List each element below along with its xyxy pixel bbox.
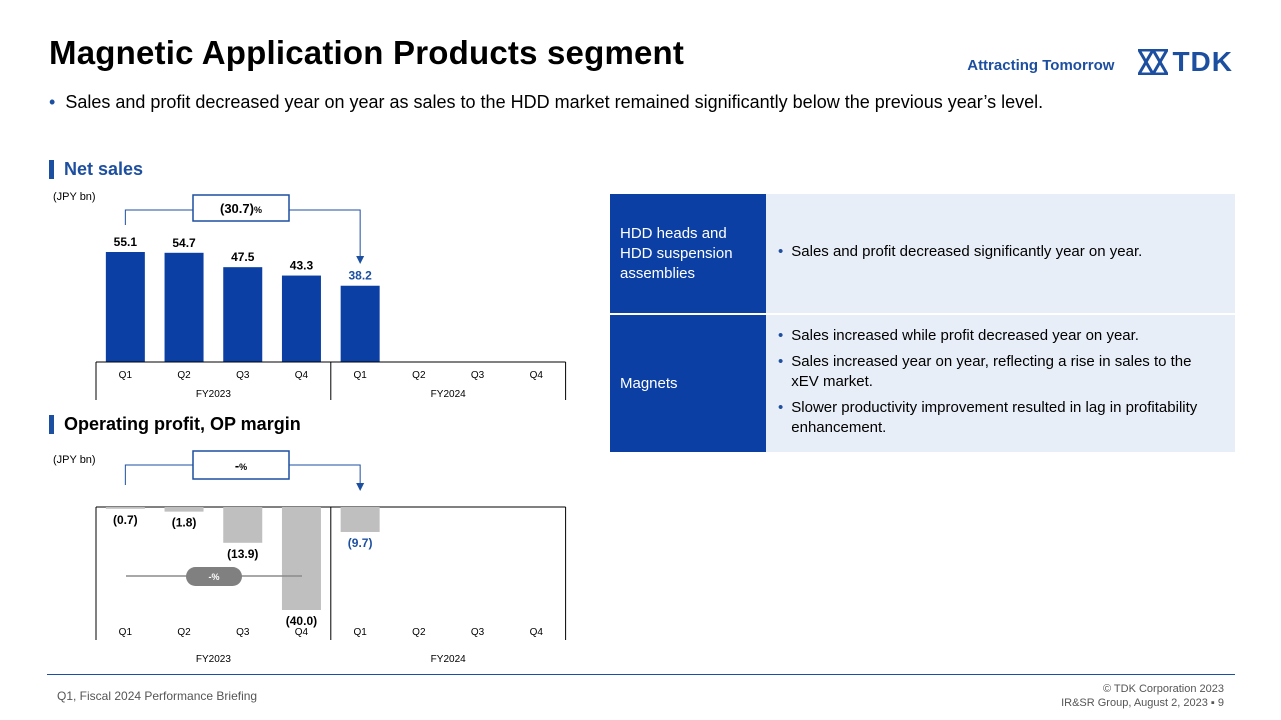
op-tick-label: Q1	[119, 627, 133, 638]
op-yoy-label: -%	[235, 458, 247, 473]
brand-block: Attracting Tomorrow TDK	[967, 46, 1233, 78]
sales-tick-label: Q1	[353, 370, 367, 381]
segment-desc: • Sales and profit decreased significant…	[766, 194, 1235, 315]
sales-bar	[340, 285, 380, 362]
desc-text: Sales and profit decreased significantly…	[791, 243, 1143, 260]
op-tick-label: Q2	[177, 627, 191, 638]
page-number: 9	[1217, 697, 1224, 709]
net-sales-label: Net sales	[64, 159, 144, 179]
logo-text: TDK	[1172, 46, 1233, 77]
net-sales-heading: Net sales	[49, 159, 143, 180]
footer-sep: ▪	[1210, 697, 1218, 709]
net-sales-unit: (JPY bn)	[53, 191, 96, 203]
sales-data-label: 54.7	[172, 236, 196, 250]
footer-meta: © TDK Corporation 2023 IR&SR Group, Augu…	[1061, 682, 1224, 710]
tdk-emblem-icon	[1138, 49, 1169, 75]
footer-divider	[47, 674, 1235, 675]
tdk-logo: TDK	[1138, 46, 1233, 78]
op-data-label: (0.7)	[113, 513, 138, 527]
op-data-label: (1.8)	[172, 516, 197, 530]
section-marker	[49, 415, 54, 434]
bullet-dot-icon: •	[778, 243, 784, 260]
sales-tick-label: Q3	[236, 370, 250, 381]
summary-bullet: • Sales and profit decreased year on yea…	[49, 92, 1043, 113]
sales-group-label: FY2024	[431, 389, 466, 400]
segment-desc: • Sales increased while profit decreased…	[766, 313, 1235, 452]
sales-yoy-label: (30.7)%	[220, 201, 262, 216]
sales-bar	[105, 252, 145, 362]
op-margin-label: -%	[209, 572, 220, 582]
desc-text: Slower productivity improvement resulted…	[791, 399, 1198, 436]
sales-data-label: 38.2	[348, 269, 372, 283]
op-bar	[223, 507, 263, 543]
footer-copyright: © TDK Corporation 2023	[1102, 683, 1224, 695]
sales-bar	[223, 267, 263, 362]
sales-bar	[281, 275, 321, 362]
op-bar	[340, 507, 380, 532]
op-label: Operating profit, OP margin	[64, 414, 301, 434]
op-group-label: FY2024	[431, 654, 466, 665]
operating-profit-chart: (0.7) (1.8) (13.9) (40.0) (9.7) -% Q1 Q2 Q3 Q4 Q1 Q…	[95, 450, 567, 665]
sales-tick-label: Q1	[119, 370, 133, 381]
sales-yoy-arrowhead	[356, 256, 365, 264]
op-tick-label: Q3	[471, 627, 485, 638]
sales-tick-label: Q3	[471, 370, 485, 381]
op-tick-label: Q3	[236, 627, 250, 638]
segment-row-hdd: HDD heads and HDD suspension assemblies …	[610, 194, 1235, 315]
tagline: Attracting Tomorrow	[967, 56, 1115, 74]
bullet-dot-icon: •	[778, 399, 784, 416]
op-data-label: (9.7)	[348, 536, 373, 550]
sales-data-label: 55.1	[114, 235, 138, 249]
net-sales-chart: 55.1 54.7 47.5 43.3 38.2 Q1 Q2 Q3 Q4 Q1 Q2 Q3 Q4 FY20…	[95, 194, 567, 400]
desc-item: • Sales increased year on year, reflecti…	[778, 352, 1211, 392]
segment-name: HDD heads and HDD suspension assemblies	[610, 194, 766, 315]
op-data-label: (40.0)	[286, 614, 317, 628]
desc-text: Sales increased while profit decreased y…	[791, 327, 1139, 344]
op-tick-label: Q4	[295, 627, 309, 638]
sales-tick-label: Q2	[412, 370, 426, 381]
op-bar	[105, 507, 145, 509]
sales-tick-label: Q4	[295, 370, 309, 381]
op-bar	[281, 507, 321, 610]
sales-data-label: 43.3	[290, 259, 314, 273]
desc-item: • Slower productivity improvement result…	[778, 398, 1211, 438]
op-group-label: FY2023	[196, 654, 231, 665]
op-yoy-arrowhead	[356, 483, 365, 491]
sales-yoy-box	[192, 194, 290, 222]
desc-text: Sales increased year on year, reflecting…	[791, 353, 1192, 390]
op-heading: Operating profit, OP margin	[49, 414, 301, 435]
desc-item: • Sales and profit decreased significant…	[778, 242, 1211, 262]
bullet-dot-icon: •	[778, 327, 784, 344]
page-title: Magnetic Application Products segment	[49, 34, 685, 71]
segment-name: Magnets	[610, 314, 766, 452]
op-unit: (JPY bn)	[53, 454, 96, 466]
op-yoy-box	[192, 450, 290, 480]
op-tick-label: Q2	[412, 627, 426, 638]
op-tick-label: Q1	[353, 627, 367, 638]
footer-event: Q1, Fiscal 2024 Performance Briefing	[57, 689, 258, 703]
section-marker	[49, 160, 54, 179]
op-data-label: (13.9)	[227, 547, 258, 561]
bullet-dot-icon: •	[778, 353, 784, 370]
footer-group-date: IR&SR Group, August 2, 2023	[1061, 697, 1208, 709]
op-bar	[164, 507, 204, 512]
sales-tick-label: Q2	[177, 370, 191, 381]
op-tick-label: Q4	[530, 627, 544, 638]
desc-item: • Sales increased while profit decreased…	[778, 326, 1211, 346]
segment-row-magnets: Magnets • Sales increased while profit d…	[610, 313, 1235, 452]
sales-group-label: FY2023	[196, 389, 231, 400]
footer-group-line: IR&SR Group, August 2, 2023 ▪ 9	[1061, 696, 1224, 710]
bullet-dot-icon: •	[49, 92, 56, 112]
summary-text: Sales and profit decreased year on year …	[65, 92, 1044, 112]
sales-data-label: 47.5	[231, 250, 255, 264]
sales-bar	[164, 252, 204, 362]
op-margin-pill	[186, 567, 242, 586]
sales-tick-label: Q4	[530, 370, 544, 381]
segment-table: HDD heads and HDD suspension assemblies …	[610, 194, 1235, 452]
